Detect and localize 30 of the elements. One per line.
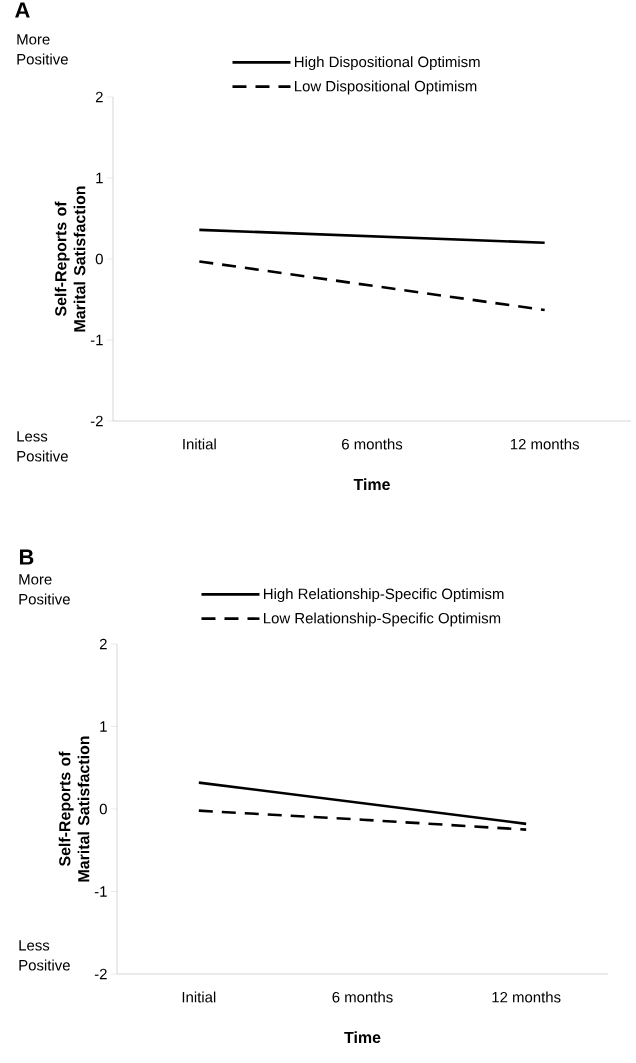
y-tick-label: 1 — [96, 172, 103, 184]
x-tick-label: 12 months — [492, 991, 561, 1003]
text: Less Positive — [19, 940, 70, 971]
y-tick-label: -1 — [94, 886, 107, 897]
y-tick-label: -1 — [90, 334, 103, 346]
y-tick-label: 1 — [100, 721, 107, 732]
x-axis-title: Time — [344, 1031, 381, 1044]
y-tick-label: 0 — [99, 803, 107, 815]
x-tick-label: Initial — [182, 991, 216, 1003]
legend-label: High Dispositional Optimism — [295, 56, 480, 71]
chart-title: B — [19, 549, 34, 565]
chart-title: A — [15, 2, 30, 18]
legend-label: High Relationship-Specific Optimism — [264, 588, 504, 603]
y-tick-label: 2 — [95, 91, 103, 103]
legend-label: Low Relationship-Specific Optimism — [264, 612, 501, 627]
x-tick-label: 12 months — [510, 438, 579, 450]
y-axis-title: Self-Reports of Marital Satisfaction — [54, 186, 86, 332]
text: More Positive — [17, 34, 68, 65]
text: Less Positive — [17, 431, 68, 462]
y-tick-label: -2 — [90, 415, 103, 427]
y-axis-title: Self-Reports of Marital Satisfaction — [58, 736, 90, 882]
y-tick-label: 0 — [95, 253, 103, 265]
x-tick-label: Initial — [183, 438, 216, 450]
y-tick-label: 2 — [99, 638, 107, 650]
y-tick-label: -2 — [94, 968, 107, 980]
x-tick-label: 6 months — [342, 438, 403, 450]
x-axis-title: Time — [353, 478, 390, 491]
legend-label: Low Dispositional Optimism — [295, 80, 477, 95]
text: More Positive — [19, 574, 70, 605]
x-tick-label: 6 months — [332, 991, 393, 1003]
